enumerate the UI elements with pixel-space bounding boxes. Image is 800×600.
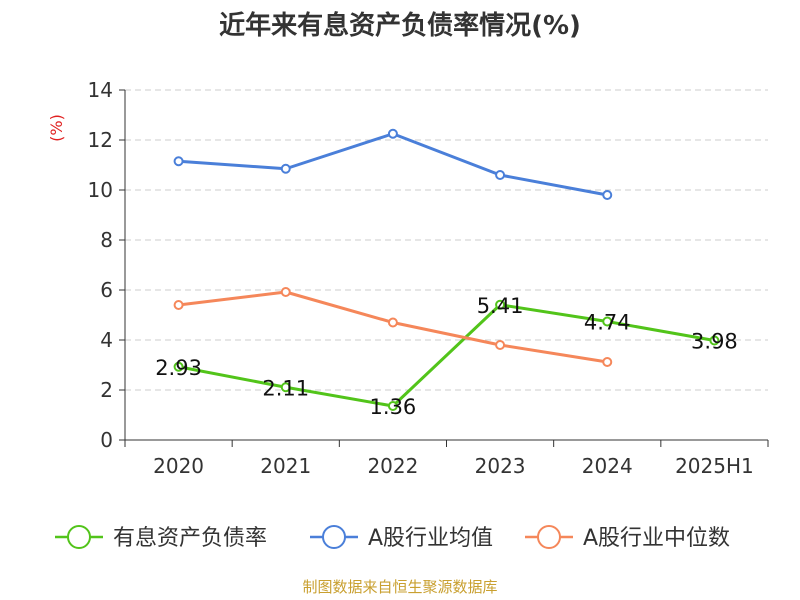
series-line-1	[178, 132, 608, 197]
legend-label: A股行业中位数	[583, 526, 730, 551]
data-point	[387, 317, 398, 328]
data-label: 2.93	[155, 356, 202, 380]
y-tick-label: 8	[100, 228, 113, 252]
x-tick-label: 2020	[153, 454, 204, 478]
y-tick-label: 10	[88, 178, 113, 202]
data-point	[495, 340, 506, 350]
data-label: 4.74	[584, 311, 631, 335]
legend-marker	[67, 525, 91, 549]
data-point	[280, 287, 291, 297]
data-label: 3.98	[691, 330, 738, 354]
data-point	[602, 357, 613, 367]
x-tick-label: 2023	[475, 454, 526, 478]
data-point	[173, 361, 184, 372]
y-axis-label: (%)	[47, 114, 66, 142]
axes: 0 2 4 6 8 10 12 14 2020 2021 2022 2023 2024 2025H1	[88, 78, 769, 478]
data-label: 5.41	[477, 294, 524, 318]
y-tick-label: 4	[100, 328, 113, 352]
y-tick-label: 14	[88, 78, 113, 102]
x-tick-label: 2022	[367, 454, 418, 478]
legend-marker	[537, 525, 561, 549]
x-tick-label: 2025H1	[675, 454, 754, 478]
data-label: 1.36	[370, 395, 417, 419]
x-tick-label: 2024	[582, 454, 633, 478]
legend-item-0: 有息资产负债率	[55, 525, 267, 551]
series-line-0	[178, 303, 715, 408]
legend: 有息资产负债率 A股行业均值 A股行业中位数	[55, 525, 730, 551]
y-tick-label: 12	[88, 128, 113, 152]
legend-item-2: A股行业中位数	[525, 525, 730, 551]
chart-title: 近年来有息资产负债率情况(%)	[219, 10, 581, 41]
data-point	[280, 382, 291, 393]
grid-lines	[125, 89, 768, 391]
series-layer	[173, 128, 720, 411]
data-point	[173, 300, 184, 310]
data-point	[495, 170, 506, 180]
legend-label: A股行业均值	[368, 526, 493, 551]
source-footer: 制图数据来自恒生聚源数据库	[302, 578, 497, 596]
data-point	[602, 190, 613, 200]
data-labels: 2.93 2.11 1.36 5.41 4.74 3.98	[155, 294, 738, 419]
y-tick-label: 2	[100, 378, 113, 402]
y-tick-label: 6	[100, 278, 113, 302]
data-point	[173, 156, 184, 167]
data-point	[495, 299, 506, 310]
data-point	[602, 316, 613, 327]
legend-label: 有息资产负债率	[113, 526, 267, 551]
data-label: 2.11	[262, 376, 309, 400]
data-point	[280, 163, 291, 174]
x-tick-label: 2021	[260, 454, 311, 478]
legend-item-1: A股行业均值	[310, 525, 493, 551]
data-point	[387, 401, 398, 411]
data-point	[387, 128, 398, 139]
legend-marker	[322, 525, 346, 549]
data-point	[709, 335, 720, 346]
y-tick-label: 0	[100, 428, 113, 452]
